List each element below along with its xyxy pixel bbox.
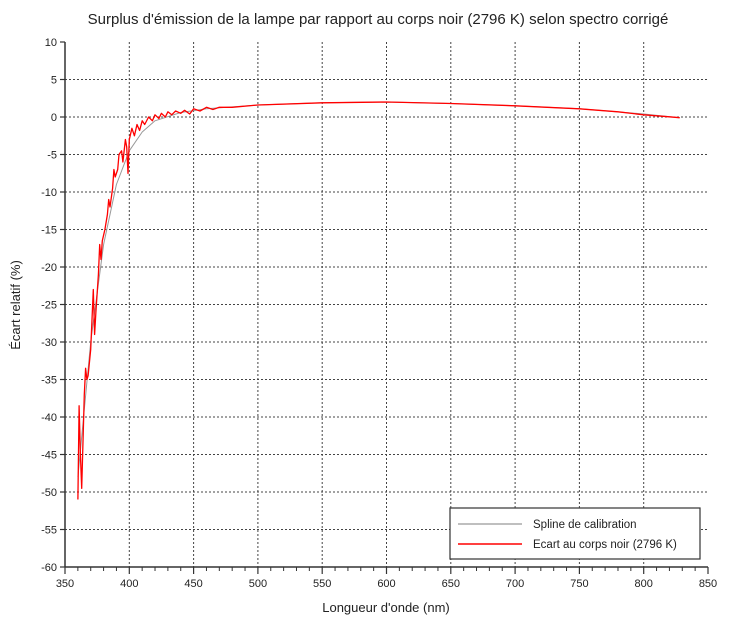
x-tick-label: 350 [56,578,74,590]
y-axis-label: Écart relatif (%) [8,260,23,350]
x-tick-label: 450 [184,578,202,590]
y-tick-label: -35 [41,375,57,387]
x-axis-label: Longueur d'onde (nm) [322,600,450,615]
y-tick-label: -20 [41,262,57,274]
legend: Spline de calibration Ecart au corps noi… [449,507,701,560]
y-tick-label: -50 [41,487,57,499]
ticks: 350 400 450 500 550 600 650 700 750 800 850 10 5 0 -5 -… [41,37,717,590]
y-tick-label: -40 [41,412,57,424]
x-tick-label: 700 [506,578,524,590]
x-tick-label: 850 [699,578,717,590]
y-tick-label: 5 [51,75,57,87]
y-tick-label: -30 [41,337,57,349]
legend-label-spline: Spline de calibration [533,519,637,531]
x-tick-label: 750 [570,578,588,590]
y-tick-label: 10 [45,37,57,49]
x-tick-label: 550 [313,578,331,590]
x-tick-label: 650 [442,578,460,590]
series-line-1 [77,101,680,500]
x-tick-label: 400 [120,578,138,590]
x-tick-label: 600 [377,578,395,590]
series [77,101,680,500]
series-line-0 [77,101,680,478]
y-tick-label: -55 [41,525,57,537]
y-tick-label: -45 [41,450,57,462]
y-tick-label: -5 [47,150,57,162]
grid [65,42,708,567]
y-tick-label: -10 [41,187,57,199]
x-tick-label: 500 [249,578,267,590]
y-tick-label: 0 [51,112,57,124]
y-tick-label: -60 [41,562,57,574]
y-tick-label: -15 [41,225,57,237]
legend-box [449,507,701,560]
chart-title: Surplus d'émission de la lampe par rappo… [88,11,669,28]
legend-label-ecart: Ecart au corps noir (2796 K) [533,539,677,551]
y-tick-label: -25 [41,300,57,312]
x-tick-label: 800 [635,578,653,590]
